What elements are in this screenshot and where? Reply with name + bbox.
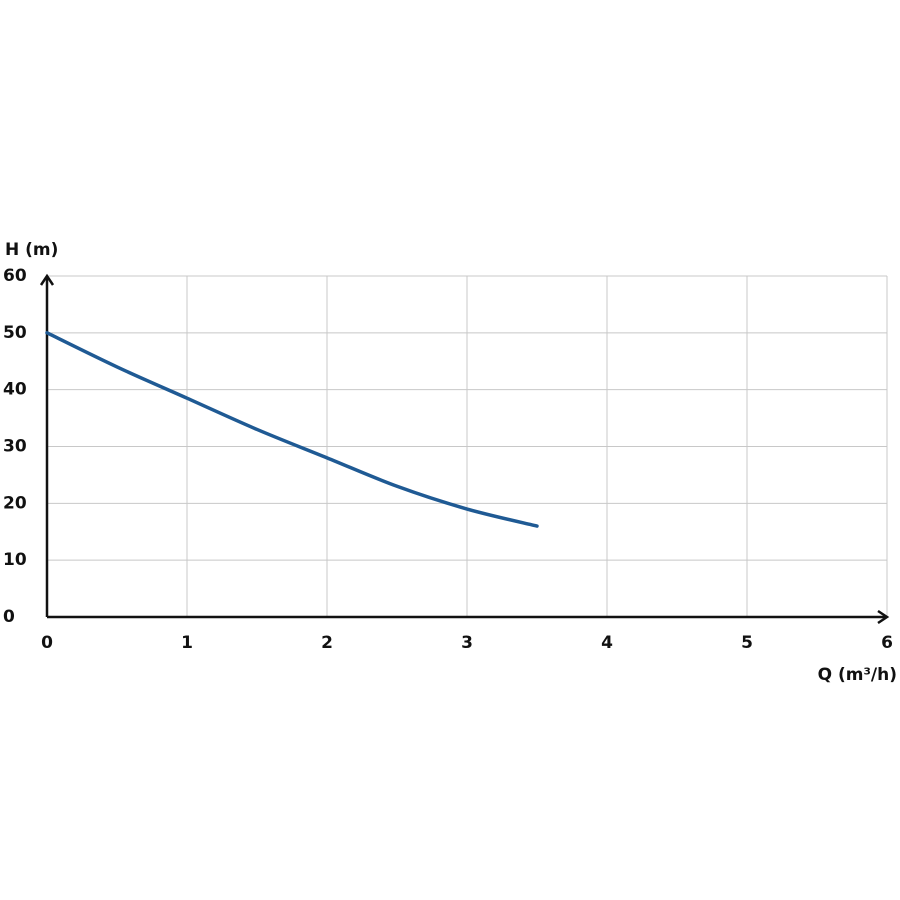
- y-axis-label: H (m): [5, 240, 58, 260]
- x-axis-label: Q (m³/h): [818, 665, 897, 685]
- y-tick-label: 0: [3, 607, 15, 627]
- y-tick-label: 60: [3, 266, 27, 286]
- x-tick-label: 1: [181, 633, 193, 653]
- x-tick-label: 6: [881, 633, 893, 653]
- y-tick-label: 40: [3, 380, 27, 400]
- x-tick-label: 2: [321, 633, 333, 653]
- x-tick-label: 0: [41, 633, 53, 653]
- curve: [45, 331, 539, 528]
- x-tick-label: 4: [601, 633, 613, 653]
- x-arrow: [877, 609, 890, 625]
- y-tick-label: 30: [3, 437, 27, 457]
- x-tick-label: 3: [461, 633, 473, 653]
- x-tick-label: 5: [741, 633, 753, 653]
- y-tick-label: 10: [3, 550, 27, 570]
- y-tick-label: 20: [3, 493, 27, 513]
- y-tick-label: 50: [3, 323, 27, 343]
- y-arrow: [39, 273, 55, 286]
